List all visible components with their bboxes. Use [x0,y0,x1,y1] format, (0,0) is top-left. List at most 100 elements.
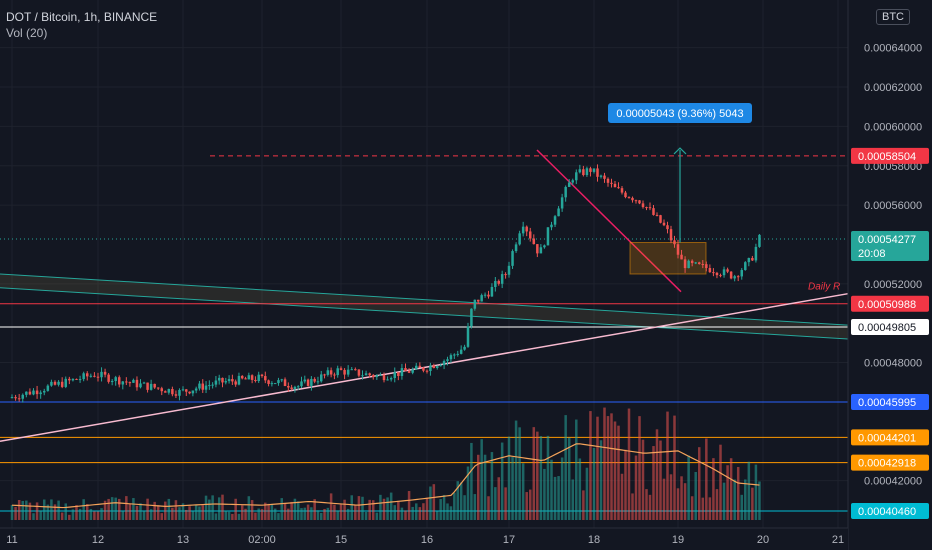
volume-bar [726,465,729,520]
candle-body [400,368,404,377]
volume-bar [662,478,666,520]
candle-body [198,383,201,389]
candle-body [386,379,389,381]
volume-bar [744,479,747,520]
volume-bar [694,471,697,520]
volume-bar [171,507,174,520]
candle-body [89,375,93,377]
candle-body [167,389,171,393]
candle-body [439,365,442,367]
price-label-box [851,147,929,164]
candle-body [536,244,539,254]
volume-bar [121,511,125,520]
x-tick-label: 02:00 [248,534,276,546]
candle-body [254,379,257,381]
volume-bar [139,503,142,520]
volume-bar [78,508,82,520]
currency-button[interactable]: BTC [876,9,910,25]
x-tick-label: 13 [177,534,189,546]
volume-bar [747,461,751,520]
candle-body [497,280,501,284]
wedge-line [536,149,682,293]
volume-bar [500,442,504,520]
volume-bar [32,513,35,520]
candle-body [404,368,407,372]
volume-bar [536,431,539,520]
volume-bar [300,508,303,520]
candle-body [85,373,89,377]
candle-body [546,227,550,246]
volume-bar [627,408,631,520]
volume-bar [204,495,208,520]
candle-body [64,378,68,387]
candle-body [371,375,375,378]
volume-bar [470,442,473,520]
volume-bar [397,500,400,520]
volume-bar [211,495,214,520]
candle-body [237,375,241,385]
volume-bar [680,476,683,520]
candle-body [191,390,195,394]
candle-body [751,258,754,261]
candle-body [50,381,53,386]
volume-bar [156,505,160,520]
volume-bar [613,421,617,520]
volume-bar [10,504,14,520]
volume-bar [645,489,648,520]
volume-bar [310,507,313,520]
volume-bar [178,507,181,520]
candle-body [313,378,316,382]
volume-bar [638,416,641,520]
volume-bar [539,436,543,520]
x-tick-label: 19 [672,534,684,546]
candle-body [146,382,149,390]
volume-bar [224,510,228,520]
volume-bar [287,508,290,520]
candle-body [550,224,553,228]
measure-box [629,242,707,275]
candle-body [470,308,473,327]
uptrend-line [0,292,849,443]
candle-body [283,379,287,387]
volume-bar [514,420,518,520]
candle-body [599,175,603,177]
volume-bar [110,497,114,520]
volume-bar [17,500,21,520]
measure-label-box [608,103,752,123]
volume-bar [14,506,17,520]
volume-bar [350,495,354,520]
candle-body [14,397,17,399]
candle-body [164,391,167,393]
volume-bar [557,476,560,520]
candle-body [606,178,610,183]
candle-body [389,378,393,380]
candle-body [174,394,178,396]
volume-bar [411,506,414,520]
candle-body [135,379,139,388]
volume-bar [736,466,740,520]
volume-bar [368,499,371,520]
candle-body [459,349,463,354]
candle-body [422,367,425,371]
candle-body [46,385,50,391]
volume-bar [708,497,712,520]
volume-bar [404,510,407,520]
volume-bar [273,508,277,520]
volume-bar [511,456,514,520]
price-label: 0.00042918 [858,458,916,470]
candle-body [575,172,578,181]
volume-bar [624,449,627,520]
chart-title: DOT / Bitcoin, 1h, BINANCE [6,10,158,24]
candle-body [603,175,606,179]
candle-body [188,391,191,394]
candle-body [156,387,160,389]
volume-bar [606,416,610,520]
y-tick-label: 0.00056000 [864,200,922,212]
volume-bar [96,511,100,520]
volume-bar [400,507,404,520]
price-label: 0.00044201 [858,432,916,444]
volume-bar [518,427,521,520]
volume-bar [85,504,89,520]
